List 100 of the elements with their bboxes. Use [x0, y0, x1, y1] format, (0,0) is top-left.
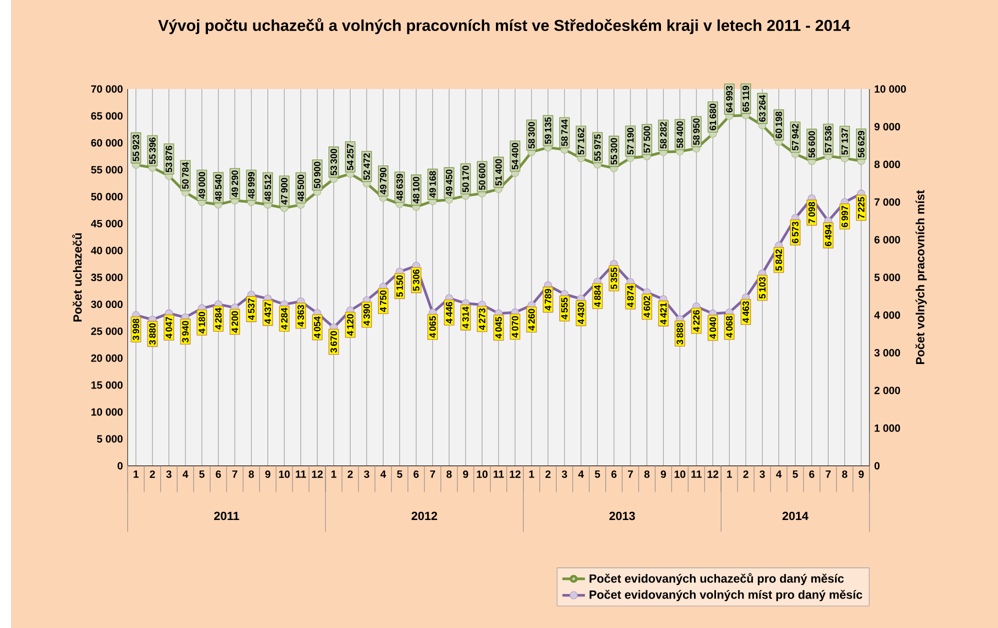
x-tick-label: 8 [644, 470, 650, 478]
data-label: 3 940 [182, 320, 189, 342]
data-label: 3 670 [330, 331, 338, 353]
data-label: 3 998 [132, 318, 140, 340]
y-tick-label: 45 000 [90, 220, 123, 228]
data-label: 4 437 [264, 302, 272, 324]
x-tick-label: 12 [312, 470, 323, 478]
data-label: 57 190 [627, 128, 634, 154]
data-label: 4 789 [544, 288, 552, 311]
x-tick-label: 7 [430, 470, 436, 478]
data-label: 4 070 [512, 316, 518, 338]
data-label: 48 100 [412, 176, 420, 204]
data-label: 4 602 [644, 296, 650, 318]
chart-title: Vývoj počtu uchazečů a volných pracovních míst ve Středočeském kraji v letech 2011 - 2014 [158, 18, 850, 34]
data-label: 50 600 [478, 163, 486, 190]
data-label: 55 975 [594, 134, 601, 161]
data-label: 4 040 [710, 317, 716, 339]
data-label: 53 300 [330, 148, 338, 176]
data-label: 7 098 [808, 202, 816, 224]
data-label: 57 162 [578, 128, 584, 155]
data-label: 4 054 [314, 316, 321, 338]
data-label: 4 226 [693, 310, 700, 332]
data-label: 4 555 [561, 298, 568, 320]
data-label: 64 993 [726, 86, 733, 112]
x-tick-label: 6 [216, 470, 221, 478]
x-tick-label: 8 [248, 470, 254, 478]
data-label: 56 629 [858, 130, 864, 158]
y2-tick-label: 3 000 [874, 349, 900, 357]
y2-tick-label: 9 000 [874, 122, 900, 130]
data-label: 5 842 [776, 249, 782, 271]
text: 2013 [609, 512, 635, 520]
data-label: 4 284 [281, 308, 288, 330]
x-tick-label: 7 [826, 470, 831, 478]
y-tick-label: 25 000 [91, 328, 123, 335]
data-label: 55 396 [149, 138, 156, 164]
text: 2011 [214, 512, 240, 520]
data-label: 63 264 [759, 94, 766, 122]
data-label: 48 512 [264, 174, 272, 202]
data-label: 50 900 [314, 162, 321, 188]
x-tick-label: 10 [674, 470, 686, 478]
x-tick-label: 1 [331, 470, 336, 478]
data-label: 4 463 [742, 301, 750, 323]
data-label: 4 045 [495, 316, 502, 339]
data-label: 58 400 [676, 121, 684, 148]
data-label: 4 874 [627, 285, 634, 308]
y-tick-label: 20 000 [91, 354, 123, 362]
legend-label: Počet evidovaných volných míst pro daný měsíc [590, 590, 862, 602]
data-label: 6 997 [841, 206, 848, 228]
x-tick-label: 2 [348, 470, 353, 478]
data-label: 58 282 [660, 122, 667, 149]
y2-tick-label: 10 000 [874, 85, 906, 93]
data-label: 49 168 [429, 171, 436, 198]
x-tick-label: 9 [660, 470, 666, 478]
data-label: 49 290 [232, 170, 238, 198]
x-tick-label: 6 [611, 470, 616, 478]
data-label: 58 300 [528, 122, 535, 148]
data-label: 4 284 [215, 308, 222, 330]
data-label: 49 000 [198, 172, 206, 199]
data-label: 6 494 [824, 224, 832, 246]
data-label: 50 170 [462, 166, 469, 192]
data-label: 57 500 [644, 126, 650, 153]
x-tick-label: 11 [494, 470, 504, 478]
y-axis-title: Počet uchazečů [72, 233, 82, 322]
y-tick-label: 70 000 [91, 85, 123, 93]
x-tick-label: 9 [858, 470, 864, 478]
data-label: 4 446 [446, 302, 452, 324]
data-label: 59 135 [544, 117, 552, 144]
data-label: 55 300 [610, 138, 618, 165]
data-label: 4 884 [594, 285, 601, 307]
x-tick-label: 11 [296, 470, 306, 478]
data-label: 48 500 [298, 174, 304, 202]
x-tick-label: 5 [199, 470, 204, 478]
y-tick-label: 15 000 [91, 381, 123, 389]
x-tick-label: 4 [578, 470, 584, 478]
y2-tick-label: 6 000 [874, 236, 900, 244]
y2-tick-label: 2 000 [874, 386, 900, 394]
data-label: 4 750 [380, 290, 386, 312]
y-tick-label: 10 000 [91, 408, 123, 416]
data-label: 48 999 [248, 172, 255, 199]
data-label: 55 923 [132, 134, 140, 162]
data-label: 52 472 [363, 153, 370, 180]
data-label: 5 150 [396, 275, 403, 297]
data-label: 56 600 [808, 131, 816, 158]
y-tick-label: 40 000 [90, 246, 123, 254]
x-tick-label: 12 [708, 470, 718, 478]
text: 2014 [782, 512, 808, 520]
data-label: 54 257 [346, 144, 354, 170]
x-tick-label: 3 [562, 470, 568, 478]
data-label: 5 355 [610, 268, 618, 290]
y-tick-label: 50 000 [91, 192, 123, 200]
y-tick-label: 35 000 [91, 274, 123, 282]
y2-tick-label: 8 000 [874, 160, 900, 168]
data-label: 57 137 [841, 128, 848, 155]
x-tick-label: 10 [279, 470, 290, 478]
x-tick-label: 10 [476, 470, 488, 478]
data-label: 3 880 [149, 323, 156, 345]
data-label: 57 536 [824, 126, 832, 153]
x-tick-label: 4 [182, 470, 188, 478]
y-tick-label: 55 000 [91, 166, 123, 174]
x-tick-label: 4 [380, 470, 386, 478]
